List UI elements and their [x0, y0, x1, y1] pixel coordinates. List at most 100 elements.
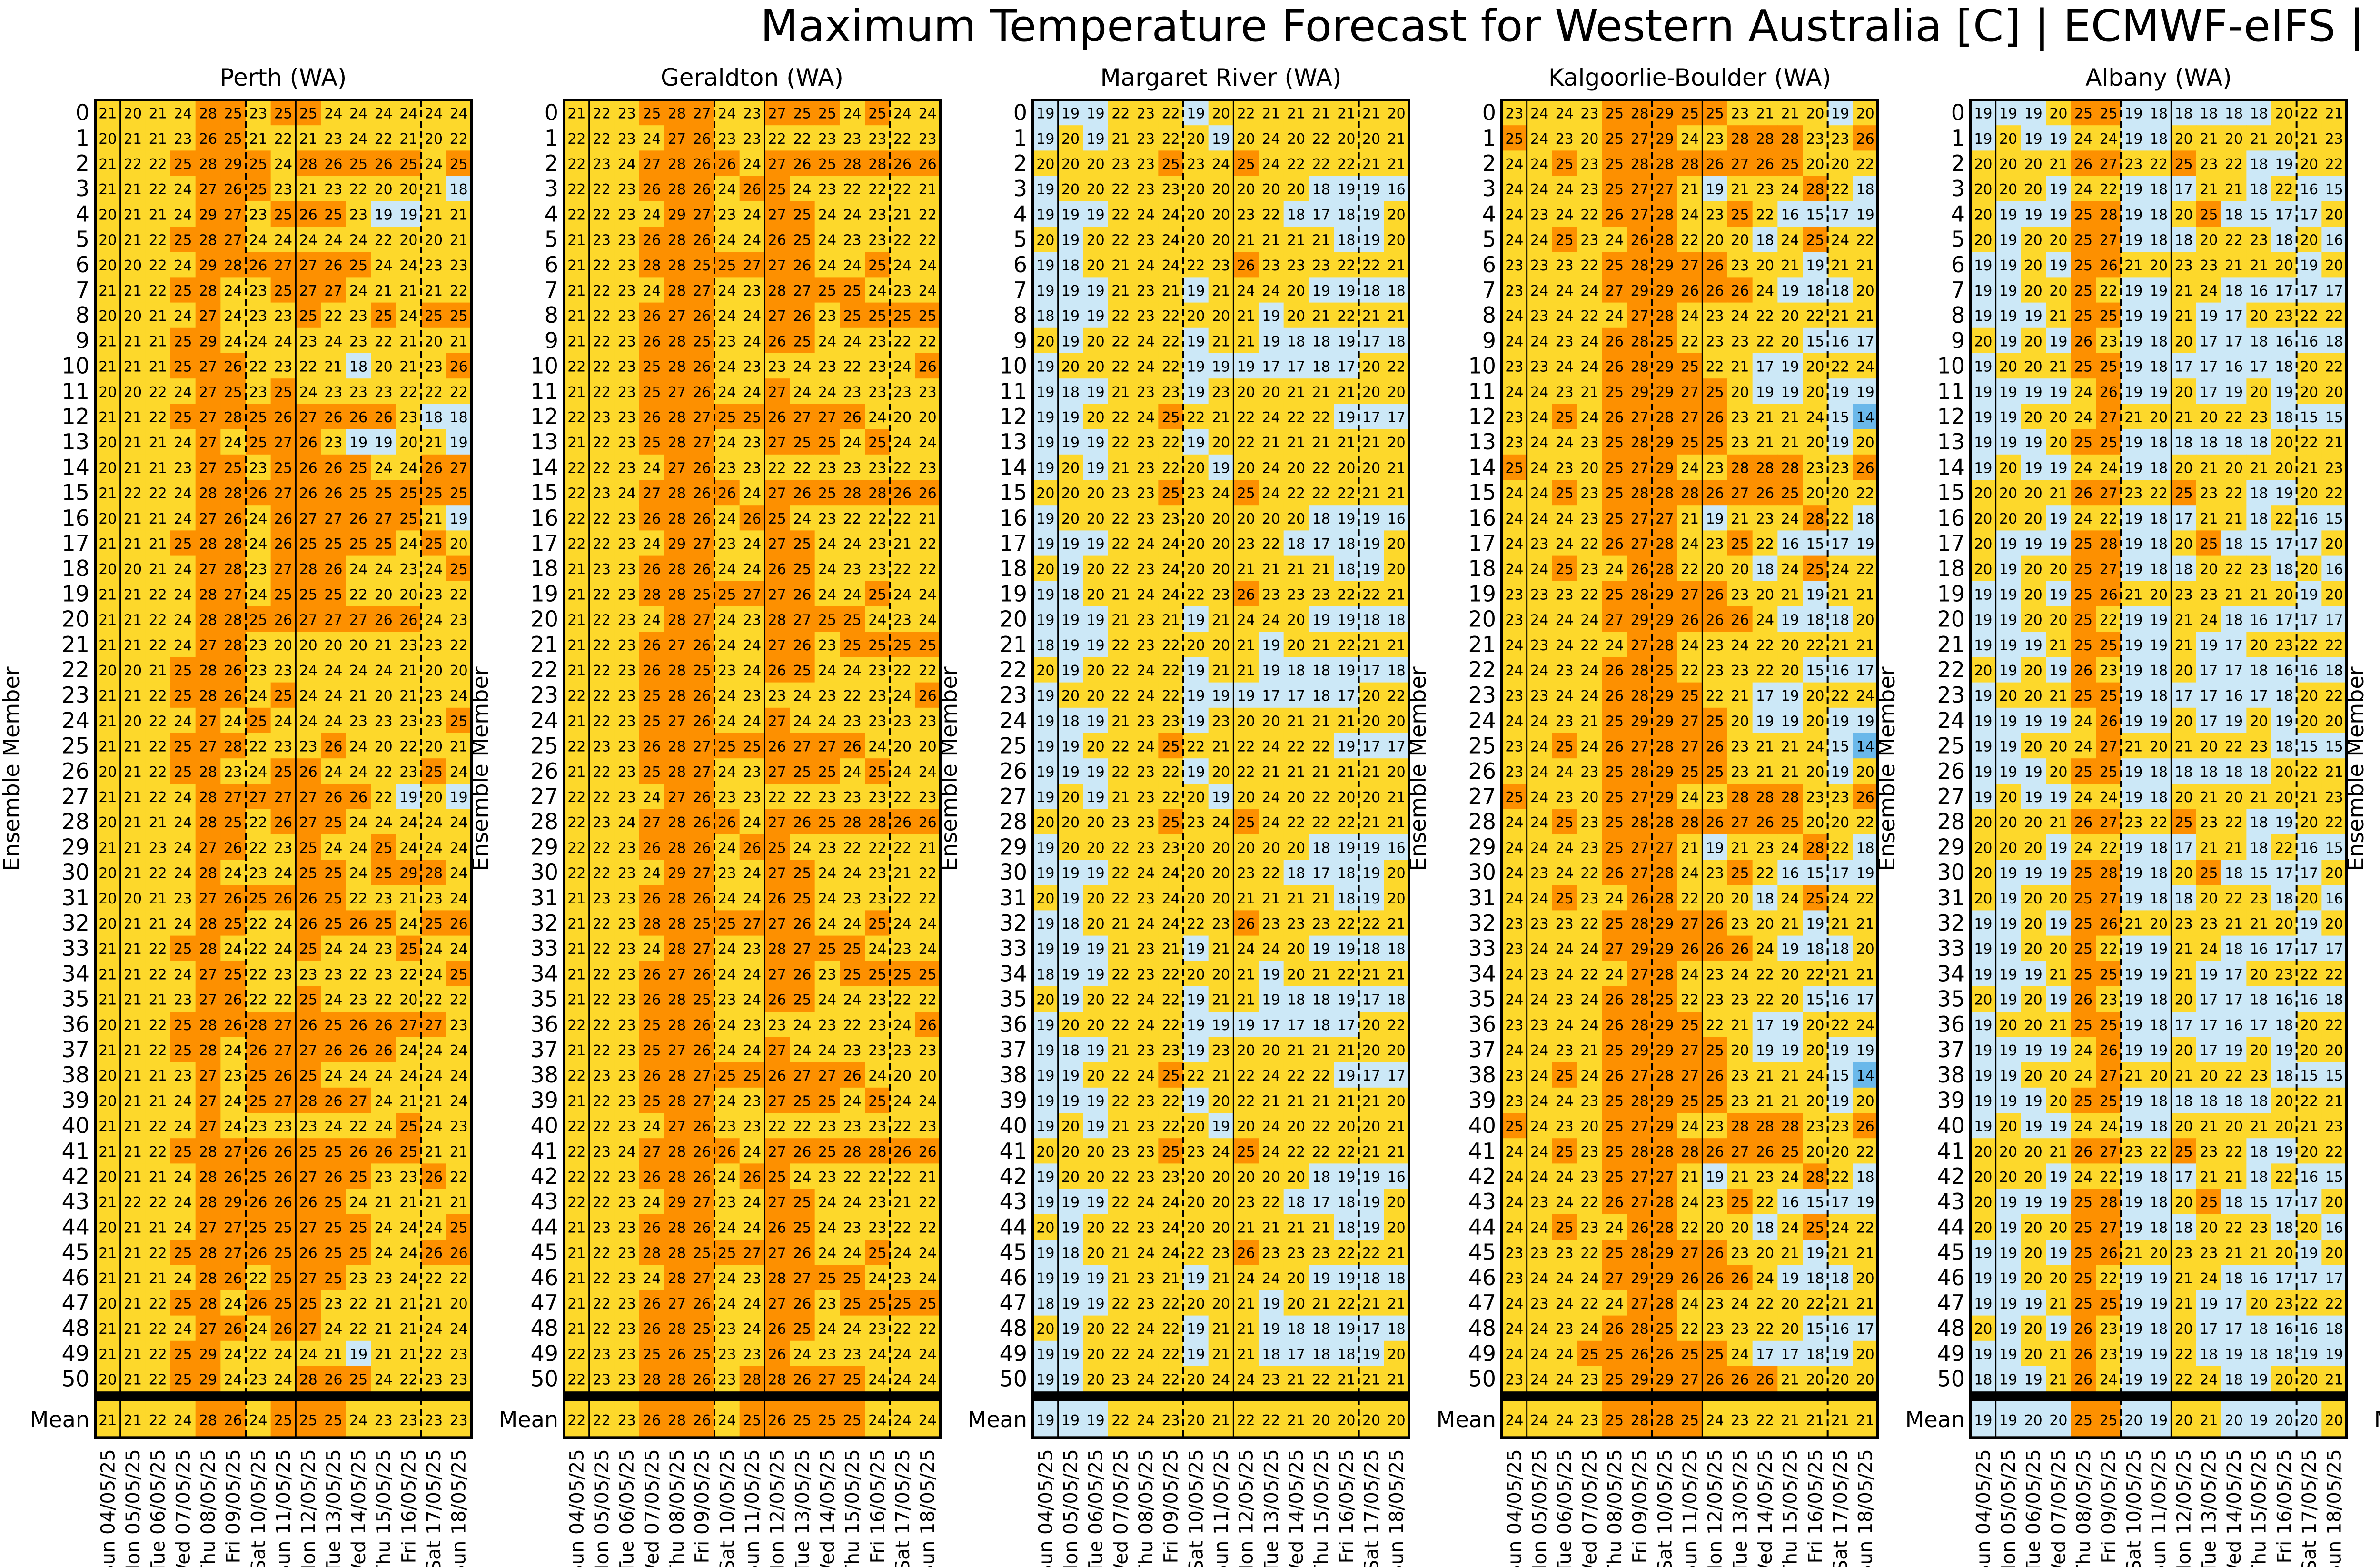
cell-value: 23 [893, 941, 912, 958]
cell-value: 23 [324, 1296, 342, 1312]
cell-value: 23 [593, 814, 611, 831]
cell-value: 27 [199, 435, 217, 451]
heatmap-cell [95, 429, 121, 455]
cell-value: 24 [919, 1245, 937, 1262]
cell-value: 26 [768, 739, 786, 755]
member-tick-label: 0 [1013, 100, 1027, 126]
cell-value: 25 [818, 764, 836, 781]
cell-value: 24 [1530, 131, 1548, 148]
cell-value: 22 [1162, 435, 1180, 451]
cell-value: 21 [124, 688, 142, 704]
cell-value: 21 [124, 966, 142, 983]
cell-value: 26 [643, 1321, 661, 1338]
cell-value: 25 [174, 409, 192, 426]
cell-value: 20 [1187, 1296, 1205, 1312]
cell-value: 21 [124, 1119, 142, 1135]
cell-value: 28 [668, 891, 686, 907]
heatmap-cell [865, 150, 891, 177]
heatmap-cell [170, 1366, 196, 1392]
cell-value: 24 [718, 688, 736, 704]
cell-value: 22 [893, 460, 912, 476]
cell-value: 26 [693, 561, 711, 578]
cell-value: 23 [1162, 1042, 1180, 1059]
heatmap-cell [246, 555, 271, 582]
cell-value: 25 [349, 1169, 367, 1186]
heatmap-cell [270, 1012, 296, 1037]
heatmap-cell [145, 530, 171, 556]
heatmap-cell [564, 150, 590, 177]
heatmap-cell [446, 404, 472, 430]
cell-value: 19 [1337, 283, 1355, 299]
heatmap-cell [170, 860, 196, 885]
cell-value: 20 [1061, 181, 1080, 198]
cell-value: 25 [174, 688, 192, 704]
cell-value: 27 [818, 739, 836, 755]
cell-value: 18 [1287, 536, 1305, 553]
y-axis-label: Ensemble Member [936, 666, 962, 871]
heatmap-cell [145, 606, 171, 632]
heatmap-cell [120, 632, 146, 657]
cell-value: 18 [1312, 511, 1330, 527]
cell-value: 23 [718, 131, 736, 148]
cell-value: 18 [1061, 916, 1080, 932]
heatmap-cell [840, 125, 865, 151]
heatmap-cell [446, 454, 472, 480]
y-axis-label: Ensemble Member [467, 666, 493, 871]
heatmap-cell [371, 125, 397, 151]
cell-value: 27 [199, 181, 217, 198]
cell-value: 19 [1212, 1119, 1230, 1135]
cell-value: 24 [174, 308, 192, 325]
cell-value: 25 [425, 764, 443, 781]
cell-value: 23 [1187, 814, 1205, 831]
cell-value: 22 [1187, 258, 1205, 274]
heatmap-cell [120, 176, 146, 202]
cell-value: 23 [174, 1068, 192, 1084]
date-tick-label: Sun 11/05/25 [1210, 1449, 1232, 1567]
cell-value: 22 [149, 966, 167, 983]
cell-value: 24 [1162, 232, 1180, 249]
cell-value: 23 [843, 713, 862, 730]
heatmap-cell [195, 1062, 221, 1088]
cell-value: 24 [718, 435, 736, 451]
heatmap-cell [564, 176, 590, 202]
cell-value: 24 [893, 764, 912, 781]
cell-value: 28 [199, 764, 217, 781]
cell-value: 27 [349, 1093, 367, 1110]
cell-value: 22 [567, 739, 585, 755]
heatmap-cell [446, 530, 472, 556]
cell-value: 22 [919, 207, 937, 223]
heatmap-cell [446, 100, 472, 126]
cell-value: 24 [718, 232, 736, 249]
heatmap-cell [120, 885, 146, 911]
panel-kalgoorlie-boulder-wa: Kalgoorlie-Boulder (WA) 23 24 24 23 25 28 29 25 2… [1405, 57, 1879, 1567]
cell-value: 26 [324, 1042, 342, 1059]
cell-value: 20 [99, 1068, 117, 1084]
cell-value: 26 [643, 966, 661, 983]
heatmap-cell [120, 277, 146, 303]
cell-value: 24 [743, 1296, 761, 1312]
cell-value: 22 [1337, 156, 1355, 173]
heatmap-cell [145, 657, 171, 683]
cell-value: 20 [1087, 814, 1105, 831]
cell-value: 23 [349, 207, 367, 223]
cell-value: 25 [868, 308, 886, 325]
cell-value: 25 [793, 891, 811, 907]
cell-value: 27 [299, 258, 317, 274]
cell-value: 19 [1036, 283, 1054, 299]
cell-value: 24 [274, 1346, 292, 1363]
cell-value: 21 [425, 283, 443, 299]
cell-value: 24 [174, 1119, 192, 1135]
heatmap-cell [246, 454, 271, 480]
cell-value: 19 [1337, 1270, 1355, 1287]
cell-value: 24 [399, 1068, 417, 1084]
cell-value: 27 [693, 1093, 711, 1110]
cell-value: 24 [718, 637, 736, 654]
cell-value: 24 [818, 865, 836, 882]
cell-value: 20 [1212, 1093, 1230, 1110]
heatmap-cell [764, 150, 790, 177]
cell-value: 26 [693, 789, 711, 806]
cell-value: 23 [843, 460, 862, 476]
cell-value: 24 [893, 688, 912, 704]
heatmap-cell [346, 784, 371, 810]
heatmap-cell [220, 100, 246, 126]
